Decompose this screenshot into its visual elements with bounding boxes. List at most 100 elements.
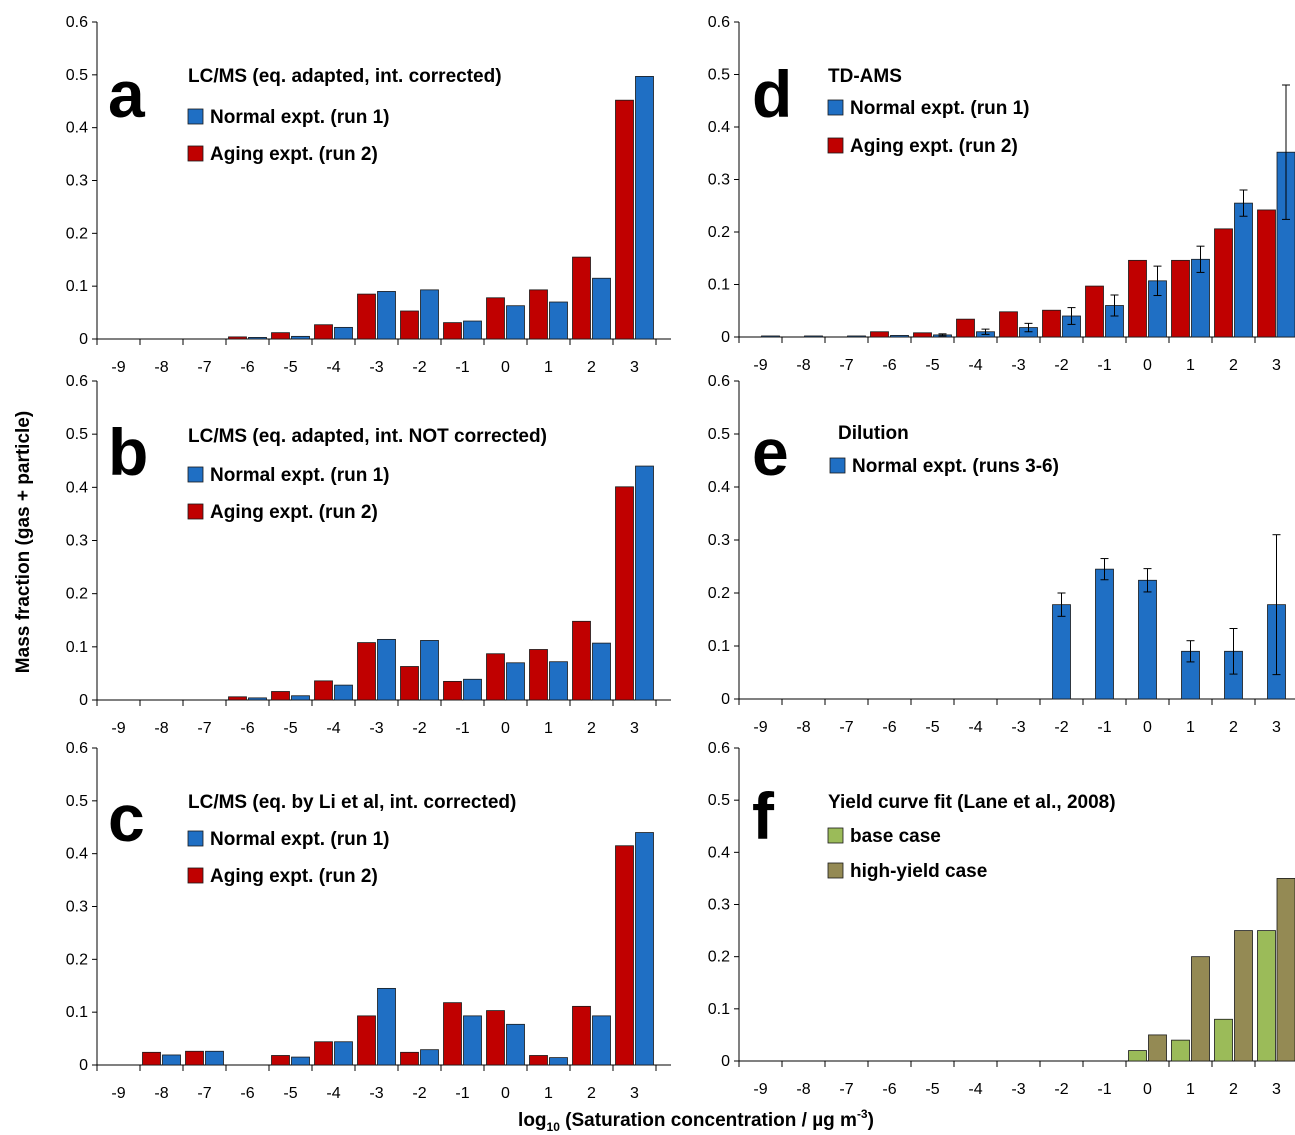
y-tick-label: 0.5 — [66, 426, 88, 443]
x-tick-label: -3 — [369, 720, 383, 737]
panel-a: 0 0.1 0.2 0.3 0.4 0.5 0.6 -9 -8 -7 -6 -5 -4 -3 -2 -1 0 1 2… — [66, 14, 671, 376]
y-tick-label: 0.1 — [708, 277, 730, 294]
bar-d-0-6 — [999, 311, 1018, 338]
x-tick-label: -9 — [753, 719, 767, 736]
legend-label: Aging expt. (run 2) — [210, 502, 378, 523]
x-tick-label: 3 — [1272, 1081, 1281, 1098]
y-tick-label: 0.6 — [66, 14, 88, 31]
legend-label: Normal expt. (run 1) — [210, 829, 389, 850]
bar-c-1-1 — [162, 1054, 181, 1066]
x-axis-label-sub: 10 — [547, 1120, 561, 1134]
x-tick-label: -6 — [882, 719, 896, 736]
legend-swatch — [187, 867, 204, 884]
bar-c-0-11 — [572, 1005, 591, 1066]
x-tick-label: 0 — [501, 1085, 510, 1102]
y-tick-label: 0.2 — [66, 951, 88, 968]
y-tick-label: 0.2 — [708, 585, 730, 602]
panel-letter: a — [108, 57, 146, 131]
y-tick-label: 0 — [721, 691, 730, 708]
bar-c-1-2 — [205, 1050, 224, 1066]
bar-d-0-8 — [1085, 285, 1104, 338]
y-tick-label: 0.5 — [708, 67, 730, 84]
y-tick-label: 0.6 — [66, 373, 88, 390]
x-axis-label-main: (Saturation concentration / µg m — [560, 1110, 857, 1131]
x-tick-label: 0 — [501, 359, 510, 376]
panel-letter: c — [108, 781, 145, 855]
bar-c-0-2 — [185, 1050, 204, 1066]
bar-e-0-8 — [1095, 568, 1114, 700]
x-tick-label: 1 — [1186, 357, 1195, 374]
bar-b-0-4 — [271, 691, 290, 701]
legend-swatch — [187, 466, 204, 483]
y-tick-label: 0.2 — [66, 225, 88, 242]
bar-d-0-4 — [913, 332, 932, 338]
x-tick-label: -8 — [154, 720, 168, 737]
x-tick-label: 3 — [630, 720, 639, 737]
panel-c: 0 0.1 0.2 0.3 0.4 0.5 0.6 -9 -8 -7 -6 -5 -4 -3 -2 -1 0 1 2… — [66, 740, 671, 1102]
bar-a-0-4 — [271, 332, 290, 340]
y-tick-label: 0.6 — [708, 14, 730, 31]
x-tick-label: -2 — [412, 720, 426, 737]
x-axis-label-sup: -3 — [857, 1107, 868, 1121]
bar-b-0-11 — [572, 620, 591, 701]
x-tick-label: -8 — [154, 359, 168, 376]
y-tick-label: 0.4 — [708, 479, 730, 496]
bar-b-1-3 — [248, 697, 267, 701]
y-tick-label: 0 — [79, 331, 88, 348]
bar-a-1-10 — [549, 301, 568, 340]
x-tick-label: 3 — [630, 359, 639, 376]
bar-a-1-9 — [506, 305, 525, 340]
legend-label: Aging expt. (run 2) — [850, 136, 1018, 157]
y-tick-label: 0.5 — [708, 426, 730, 443]
x-tick-label: -1 — [1097, 719, 1111, 736]
panel-title: TD-AMS — [828, 66, 902, 87]
legend-swatch — [187, 830, 204, 847]
bar-d-1-2 — [847, 335, 866, 338]
y-tick-label: 0.3 — [708, 532, 730, 549]
y-tick-label: 0.3 — [66, 899, 88, 916]
y-tick-label: 0.1 — [708, 638, 730, 655]
bar-d-0-3 — [870, 331, 889, 338]
bar-a-0-9 — [486, 297, 505, 340]
x-tick-label: -2 — [412, 359, 426, 376]
panel-title: LC/MS (eq. by Li et al, int. corrected) — [188, 792, 516, 813]
y-tick-label: 0.3 — [708, 172, 730, 189]
panel-letter: e — [752, 415, 789, 489]
x-tick-label: -9 — [111, 359, 125, 376]
y-tick-label: 0.1 — [66, 1004, 88, 1021]
bar-c-1-11 — [592, 1015, 611, 1066]
x-tick-label: -6 — [882, 357, 896, 374]
x-tick-label: -7 — [197, 359, 211, 376]
y-tick-label: 0.4 — [708, 119, 730, 136]
bar-d-0-12 — [1257, 209, 1276, 338]
bar-d-1-11 — [1234, 202, 1253, 338]
x-tick-label: -1 — [455, 359, 469, 376]
y-tick-label: 0.4 — [66, 120, 88, 137]
panel-d: 0 0.1 0.2 0.3 0.4 0.5 0.6 -9 -8 -7 -6 -5 -4 -3 -2 -1 0 1 2… — [708, 14, 1295, 374]
bar-c-0-6 — [357, 1015, 376, 1066]
x-tick-label: -4 — [968, 357, 982, 374]
bar-b-1-7 — [420, 640, 439, 701]
y-tick-label: 0 — [721, 1053, 730, 1070]
bar-e-0-7 — [1052, 604, 1071, 700]
x-tick-label: 0 — [1143, 357, 1152, 374]
legend-swatch — [827, 862, 844, 879]
y-tick-label: 0 — [79, 692, 88, 709]
bar-c-1-9 — [506, 1023, 525, 1066]
x-tick-label: -6 — [240, 720, 254, 737]
x-tick-label: 0 — [1143, 719, 1152, 736]
x-tick-label: -2 — [1054, 719, 1068, 736]
x-tick-label: 0 — [501, 720, 510, 737]
bar-b-1-11 — [592, 642, 611, 701]
y-tick-label: 0.6 — [708, 740, 730, 757]
bar-f-1-12 — [1276, 878, 1295, 1062]
legend-label: Normal expt. (run 1) — [210, 107, 389, 128]
x-axis-label-suffix: ) — [868, 1110, 874, 1131]
x-tick-label: -3 — [369, 1085, 383, 1102]
x-tick-label: -3 — [1011, 719, 1025, 736]
y-tick-label: 0.4 — [708, 844, 730, 861]
x-tick-label: -5 — [925, 719, 939, 736]
x-tick-label: -5 — [283, 359, 297, 376]
legend-label: high-yield case — [850, 861, 987, 882]
